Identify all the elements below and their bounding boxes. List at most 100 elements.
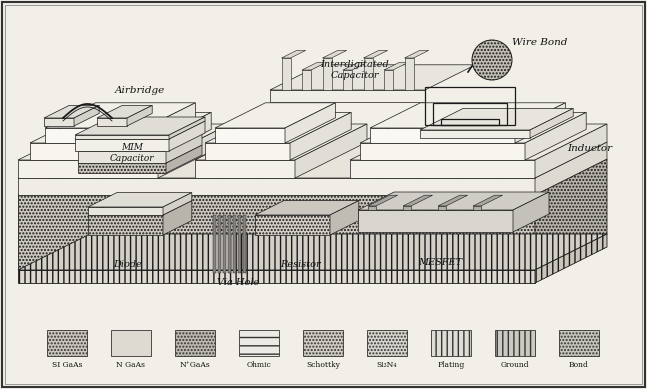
Polygon shape [535,159,607,270]
Polygon shape [535,142,607,195]
Bar [243,215,246,273]
Polygon shape [30,112,211,143]
Polygon shape [295,124,367,178]
Polygon shape [358,192,549,210]
Polygon shape [215,128,285,143]
Text: Bond: Bond [569,361,589,369]
Bar [559,330,599,356]
Text: Interdigitated
Capacitor: Interdigitated Capacitor [321,60,389,80]
Polygon shape [255,215,330,235]
Polygon shape [215,103,335,128]
Polygon shape [18,124,230,160]
Text: N⁺GaAs: N⁺GaAs [180,361,210,369]
Polygon shape [322,51,347,58]
Bar [239,330,279,356]
Bar [228,215,231,273]
Polygon shape [350,160,535,178]
Polygon shape [145,103,195,143]
Text: N GaAs: N GaAs [116,361,146,369]
Polygon shape [513,192,549,232]
Polygon shape [205,112,351,143]
Text: Si₃N₄: Si₃N₄ [377,361,397,369]
Bar [441,119,499,125]
Polygon shape [285,103,335,143]
Polygon shape [205,143,290,160]
Polygon shape [302,63,326,70]
Polygon shape [370,128,515,143]
Polygon shape [343,63,367,70]
Polygon shape [290,112,351,160]
Text: Airbridge: Airbridge [115,86,165,95]
Polygon shape [97,118,127,126]
Polygon shape [368,195,398,206]
Polygon shape [368,206,376,210]
Bar [425,87,515,125]
Polygon shape [384,63,408,70]
Polygon shape [370,103,565,128]
Bar [233,215,236,273]
Polygon shape [360,112,586,143]
Polygon shape [515,103,565,143]
Polygon shape [255,201,359,215]
Polygon shape [270,90,425,102]
Polygon shape [473,195,503,206]
Text: Via Hole: Via Hole [217,278,259,287]
Polygon shape [360,143,525,160]
Bar [218,215,221,273]
Text: MESFET: MESFET [418,258,462,267]
Bar [431,330,471,356]
Text: Resistor: Resistor [280,260,320,269]
Polygon shape [75,121,205,139]
Polygon shape [78,133,202,151]
Polygon shape [535,124,607,178]
Polygon shape [88,201,192,215]
Polygon shape [281,51,305,58]
Bar [213,215,216,273]
Polygon shape [163,201,192,235]
Polygon shape [403,206,411,210]
Polygon shape [78,163,166,173]
Polygon shape [403,195,433,206]
Polygon shape [88,193,192,207]
Polygon shape [163,193,192,215]
Polygon shape [18,159,607,195]
Polygon shape [438,195,468,206]
Polygon shape [438,206,446,210]
Polygon shape [195,124,367,160]
Polygon shape [30,143,150,160]
Polygon shape [169,117,205,139]
Polygon shape [74,105,99,126]
Polygon shape [97,105,152,118]
Polygon shape [88,207,163,215]
Polygon shape [88,215,163,235]
Polygon shape [18,178,535,195]
Text: Ground: Ground [501,361,529,369]
Polygon shape [330,201,359,235]
Polygon shape [78,151,166,163]
Polygon shape [44,118,74,126]
Polygon shape [281,58,291,90]
Polygon shape [150,112,211,160]
Text: Schottky: Schottky [306,361,340,369]
Polygon shape [166,133,202,163]
Polygon shape [364,51,388,58]
Polygon shape [404,51,428,58]
Polygon shape [343,70,352,90]
Polygon shape [158,124,230,178]
Polygon shape [18,142,607,178]
Polygon shape [404,58,413,90]
Polygon shape [525,112,586,160]
Polygon shape [18,195,535,270]
Polygon shape [45,128,145,143]
Polygon shape [44,105,99,118]
Bar [111,330,151,356]
Circle shape [472,40,512,80]
Bar [47,330,87,356]
Bar [175,330,215,356]
Polygon shape [78,145,202,163]
Polygon shape [322,58,331,90]
Text: Plating: Plating [437,361,465,369]
Polygon shape [350,124,607,160]
Bar [303,330,343,356]
Text: Inductor: Inductor [567,144,613,152]
